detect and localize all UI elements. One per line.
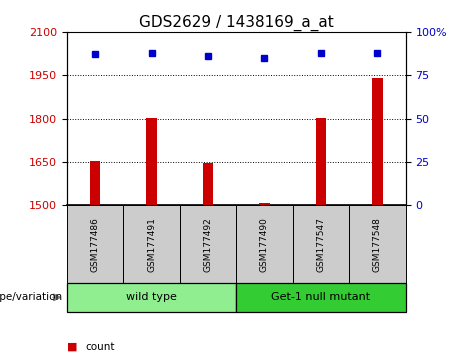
Bar bbox=[90, 161, 100, 205]
Text: GSM177490: GSM177490 bbox=[260, 217, 269, 272]
Text: genotype/variation: genotype/variation bbox=[0, 292, 62, 302]
Text: Get-1 null mutant: Get-1 null mutant bbox=[272, 292, 371, 302]
Text: GSM177547: GSM177547 bbox=[316, 217, 325, 272]
Text: count: count bbox=[85, 342, 115, 352]
Text: ■: ■ bbox=[67, 342, 77, 352]
Text: GSM177548: GSM177548 bbox=[373, 217, 382, 272]
Title: GDS2629 / 1438169_a_at: GDS2629 / 1438169_a_at bbox=[139, 14, 334, 30]
Text: GSM177491: GSM177491 bbox=[147, 217, 156, 272]
Bar bbox=[203, 164, 213, 205]
Bar bbox=[316, 118, 326, 205]
Bar bbox=[147, 118, 157, 205]
Bar bbox=[372, 78, 383, 205]
Text: GSM177486: GSM177486 bbox=[90, 217, 100, 272]
Bar bbox=[260, 203, 270, 205]
Text: GSM177492: GSM177492 bbox=[203, 217, 213, 272]
Text: wild type: wild type bbox=[126, 292, 177, 302]
